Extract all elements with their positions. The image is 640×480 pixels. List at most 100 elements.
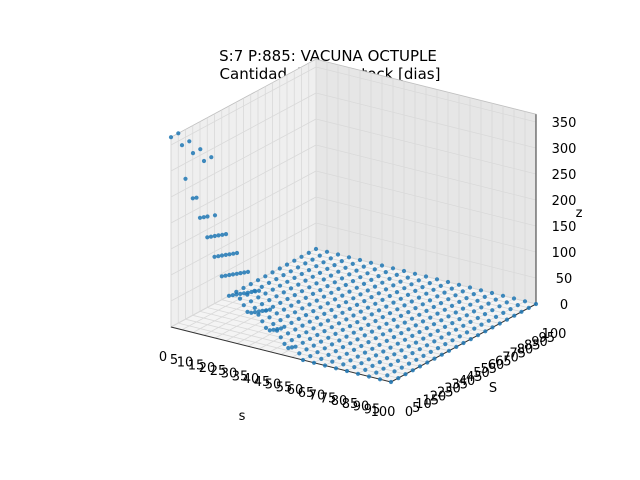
data-point <box>310 257 315 262</box>
data-point <box>285 331 291 336</box>
y-tick-label: 80 <box>517 343 534 358</box>
grid-line-back-z <box>315 196 537 253</box>
y-tick-label: 100 <box>542 327 567 342</box>
data-point <box>486 318 491 323</box>
data-point <box>344 334 349 339</box>
data-point <box>497 304 502 309</box>
data-point <box>446 297 451 302</box>
grid-line-left-z <box>170 170 317 250</box>
z-tick-label: 350 <box>552 116 577 131</box>
data-point <box>350 279 356 284</box>
data-point <box>209 155 214 160</box>
y-tick-label: 20 <box>430 389 447 404</box>
data-point <box>413 288 418 293</box>
data-point <box>318 322 323 327</box>
y-tick-label: 35 <box>452 378 469 393</box>
data-point <box>482 312 488 317</box>
data-point <box>343 300 349 305</box>
data-point <box>282 341 287 346</box>
z-tick-label: 250 <box>552 168 577 183</box>
data-point <box>285 314 290 319</box>
x-tick-label: 85 <box>342 397 359 412</box>
data-point <box>380 297 385 302</box>
x-tick-label: 35 <box>232 369 249 384</box>
data-point <box>500 293 506 298</box>
data-point <box>512 313 517 318</box>
y-tick-label: 50 <box>473 366 490 381</box>
data-point <box>489 290 495 296</box>
data-point <box>423 274 429 279</box>
data-point <box>176 131 181 136</box>
data-point <box>332 297 338 302</box>
data-point <box>307 302 312 307</box>
data-point <box>245 309 250 314</box>
data-point <box>453 327 459 332</box>
data-point <box>438 301 444 306</box>
data-point <box>395 307 400 312</box>
y-tick-label: 30 <box>444 382 461 397</box>
data-point <box>417 347 422 352</box>
data-point <box>377 377 383 382</box>
data-point <box>318 288 323 293</box>
data-point <box>373 301 378 306</box>
data-point <box>410 333 415 338</box>
data-point <box>322 363 328 368</box>
data-point <box>399 365 404 370</box>
data-point <box>406 344 411 349</box>
chart-title-line1: S:7 P:885: VACUNA OCTUPLE <box>219 47 437 65</box>
data-point <box>267 307 273 312</box>
data-point <box>318 305 323 310</box>
data-point <box>387 311 393 316</box>
data-point <box>365 288 370 293</box>
x-tick-label: 20 <box>199 361 216 376</box>
data-point <box>406 327 411 332</box>
data-point <box>358 309 363 314</box>
data-point <box>366 340 371 345</box>
data-point <box>445 279 451 285</box>
data-point <box>219 274 224 279</box>
data-point <box>339 276 345 281</box>
data-point <box>369 295 374 300</box>
data-point <box>486 301 491 306</box>
data-point <box>387 276 392 281</box>
data-point <box>274 277 279 282</box>
data-point <box>490 325 495 330</box>
data-point <box>435 311 440 316</box>
y-axis-label: S <box>489 381 497 396</box>
data-point <box>380 332 386 337</box>
data-point <box>201 158 207 164</box>
y-tick-label: 75 <box>510 347 527 362</box>
data-point <box>336 269 341 274</box>
data-point <box>212 213 218 218</box>
data-point <box>263 274 268 279</box>
data-point <box>300 357 306 363</box>
data-point <box>362 316 367 321</box>
data-point <box>329 290 334 295</box>
data-point <box>278 300 283 305</box>
data-point <box>354 302 360 307</box>
data-point <box>241 303 246 308</box>
data-point <box>358 292 363 297</box>
data-point <box>355 337 360 342</box>
data-point <box>380 315 385 320</box>
data-point <box>374 370 379 375</box>
grid-line-left-z <box>170 92 317 172</box>
data-point <box>394 290 400 295</box>
data-point <box>370 346 375 351</box>
data-point <box>355 371 361 376</box>
data-point <box>475 315 480 321</box>
data-point <box>412 271 418 276</box>
y-tick-label: 90 <box>531 335 548 350</box>
data-point <box>260 319 265 324</box>
data-point <box>366 374 372 379</box>
data-point <box>369 312 374 317</box>
y-tick-label: 45 <box>466 370 483 385</box>
x-tick-label: 75 <box>320 391 337 406</box>
data-point <box>420 319 426 324</box>
data-point <box>264 308 269 313</box>
data-point <box>359 361 364 366</box>
data-point <box>420 302 425 307</box>
data-point <box>347 324 353 329</box>
data-point <box>468 337 473 342</box>
